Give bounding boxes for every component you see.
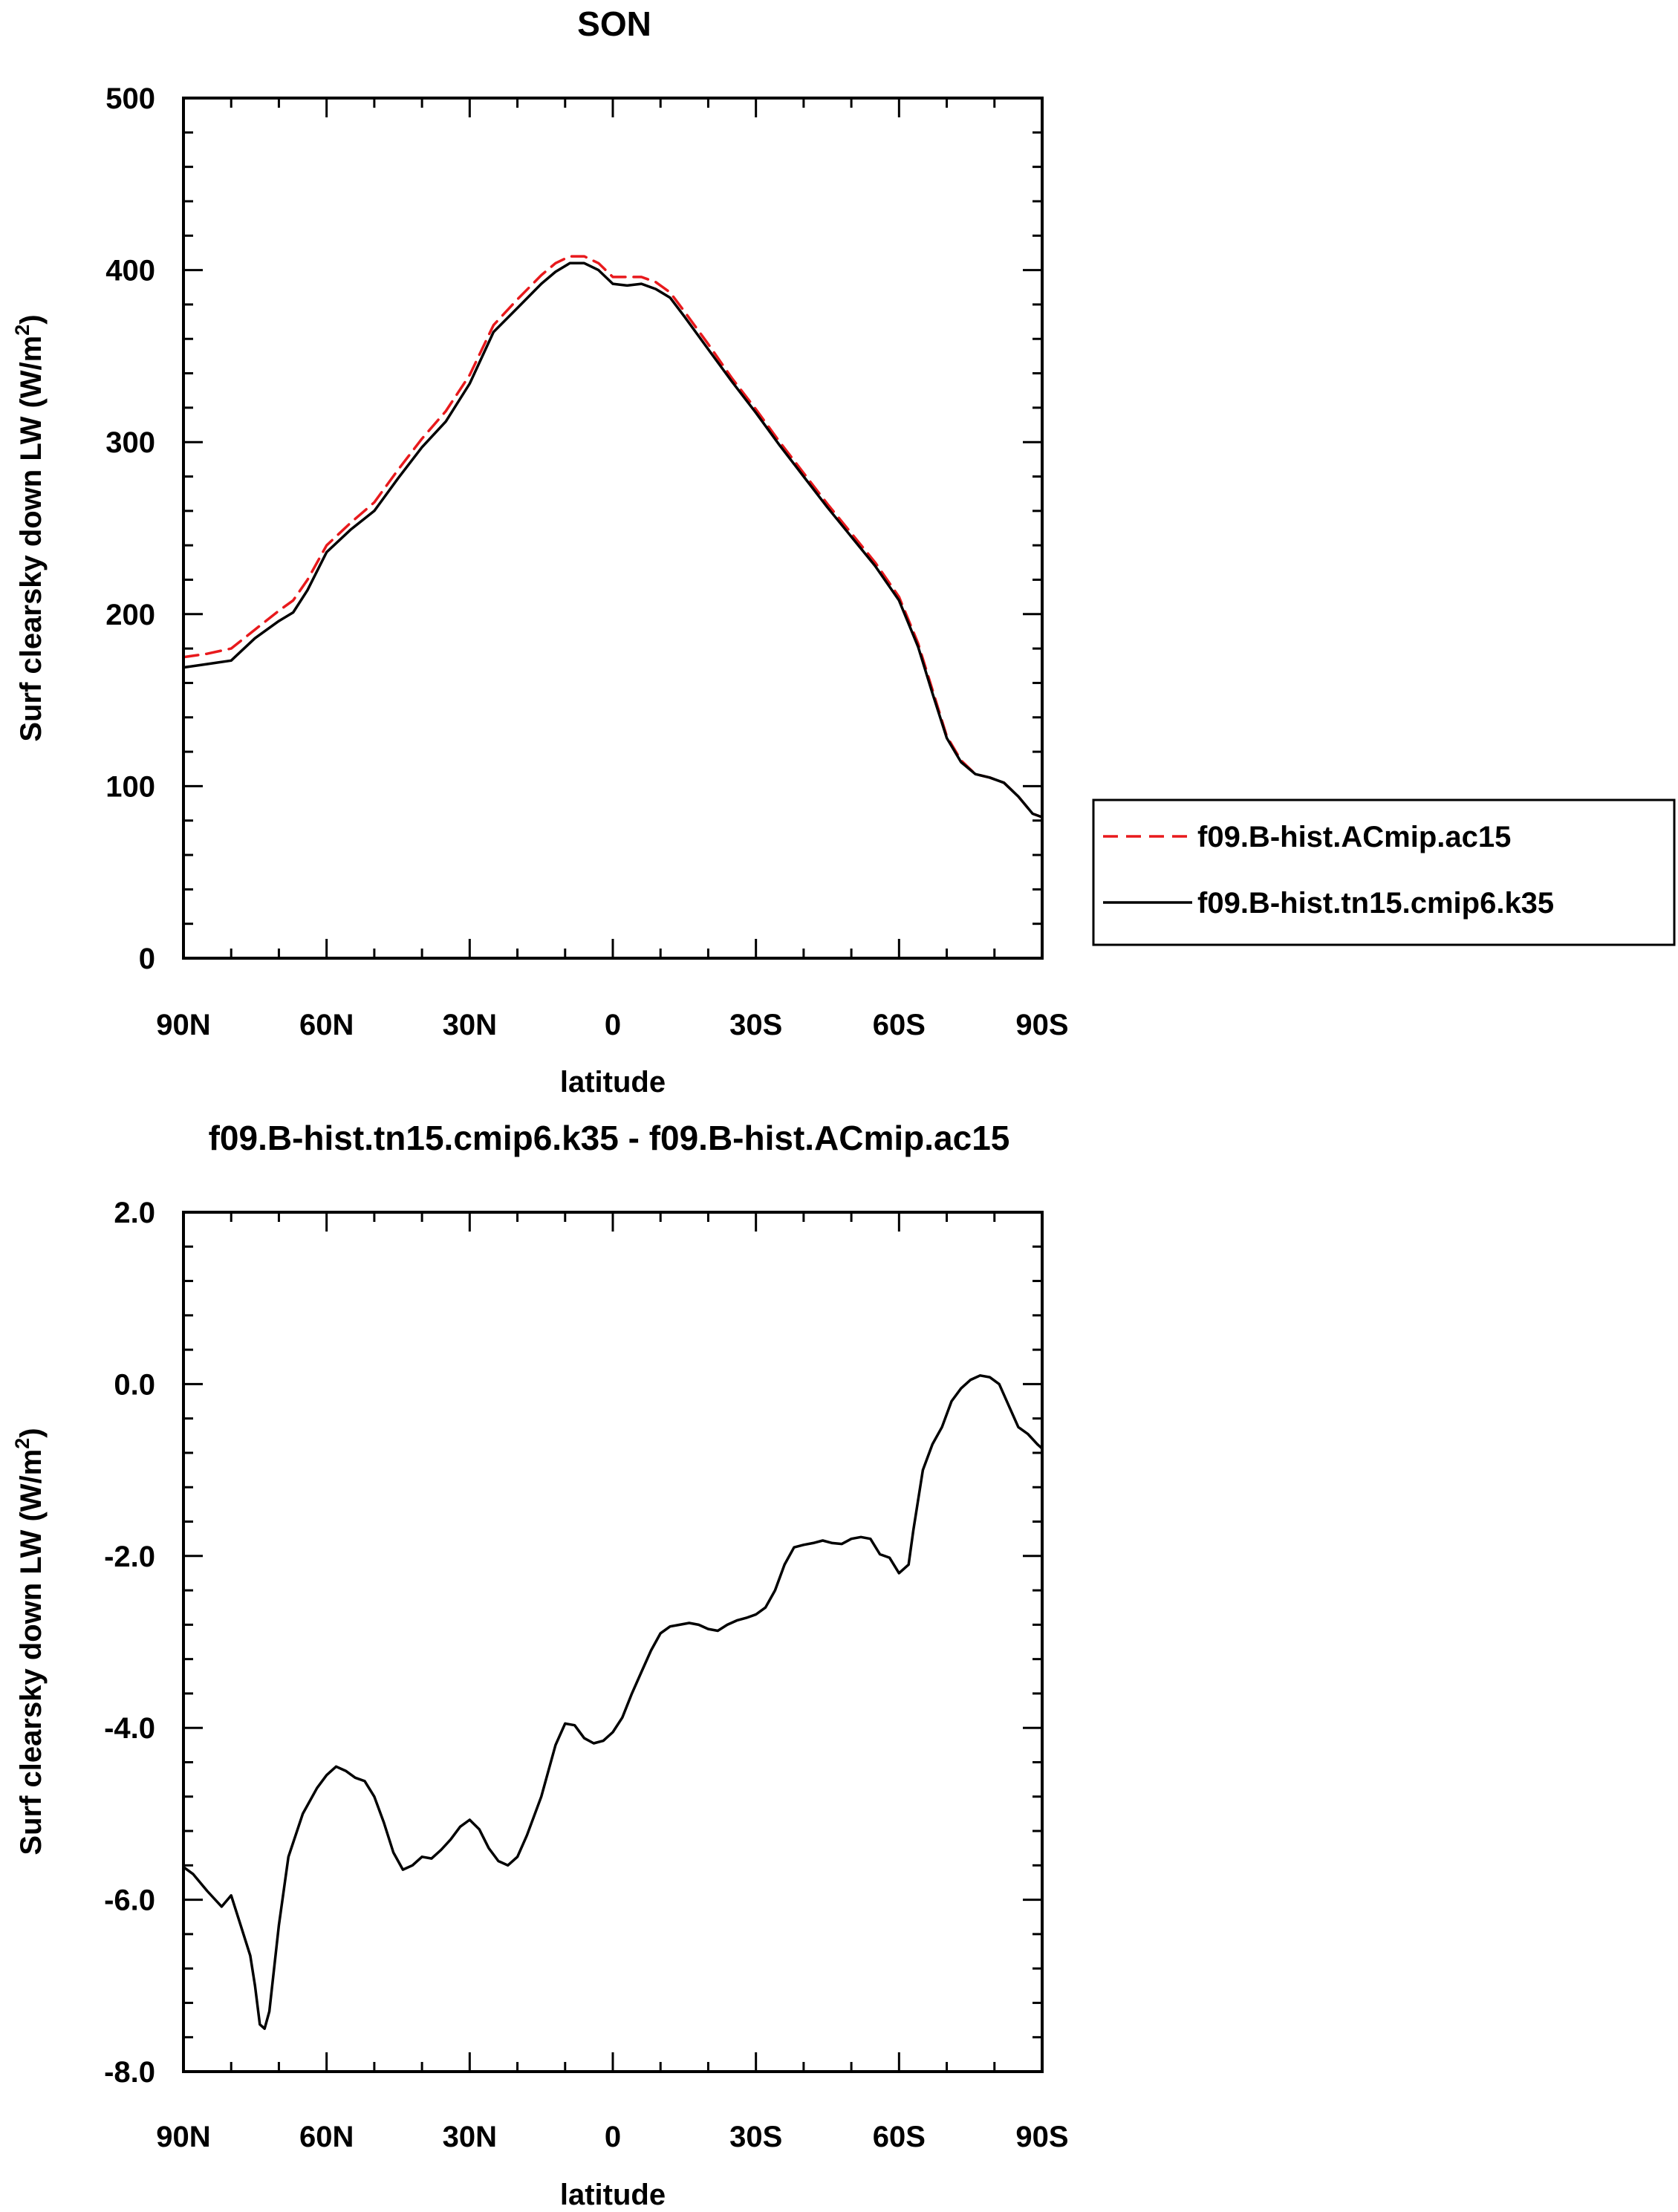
top-y-axis-label-close: ): [15, 314, 48, 324]
bottom-x-tick-label: 90N: [156, 2121, 210, 2153]
bottom-x-axis-label: latitude: [560, 2179, 666, 2211]
top-plot-frame: [182, 97, 1044, 960]
top-axis-ticks: [182, 97, 1044, 960]
top-x-tick-label: 0: [605, 1009, 621, 1041]
bottom-series-group: [182, 1374, 1044, 2030]
bottom-y-tick-label: 0.0: [114, 1368, 155, 1401]
top-chart-panel: SON 90N 60N 30N 0 30S 60S 90S 0 100 200 300 400 500…: [11, 4, 1676, 1099]
top-x-axis-label: latitude: [560, 1066, 666, 1099]
bottom-x-tick-label: 60N: [299, 2121, 354, 2153]
bottom-x-tick-label: 90S: [1015, 2121, 1068, 2153]
top-series-group: [182, 255, 1044, 819]
top-y-axis-label-main: Surf clearsky down LW (W/m: [15, 336, 48, 742]
bottom-y-axis-label-sup: 2: [11, 1438, 33, 1449]
bottom-x-tick-label: 30S: [729, 2121, 782, 2153]
top-x-tick-label: 30S: [729, 1009, 782, 1041]
top-x-tick-labels: 90N 60N 30N 0 30S 60S 90S: [156, 1009, 1068, 1041]
legend-box: [1092, 798, 1676, 946]
bottom-chart-title: f09.B-hist.tn15.cmip6.k35 - f09.B-hist.A…: [209, 1119, 1010, 1157]
bottom-y-tick-label: -8.0: [104, 2056, 155, 2089]
bottom-y-tick-label: -2.0: [104, 1541, 155, 1573]
top-series-line-1: [182, 261, 1044, 819]
bottom-plot-frame: [182, 1211, 1044, 2073]
legend-label-ACmip: f09.B-hist.ACmip.ac15: [1197, 821, 1511, 853]
top-x-tick-label: 60S: [873, 1009, 926, 1041]
top-x-tick-label: 30N: [443, 1009, 497, 1041]
bottom-x-tick-labels: 90N 60N 30N 0 30S 60S 90S: [156, 2121, 1068, 2153]
legend-label-tn15: f09.B-hist.tn15.cmip6.k35: [1197, 887, 1554, 920]
bottom-y-axis-label-close: ): [15, 1428, 48, 1437]
bottom-x-tick-label: 0: [605, 2121, 621, 2153]
top-y-tick-label: 0: [139, 943, 155, 975]
bottom-y-axis-label-main: Surf clearsky down LW (W/m: [15, 1449, 48, 1855]
bottom-y-tick-label: 2.0: [114, 1197, 155, 1229]
top-y-tick-labels: 0 100 200 300 400 500: [105, 82, 155, 975]
top-y-tick-label: 100: [105, 770, 155, 803]
top-x-tick-label: 90N: [156, 1009, 210, 1041]
top-y-tick-label: 500: [105, 82, 155, 115]
bottom-chart-panel: f09.B-hist.tn15.cmip6.k35 - f09.B-hist.A…: [11, 1119, 1069, 2211]
top-y-tick-label: 400: [105, 255, 155, 287]
bottom-x-tick-label: 30N: [443, 2121, 497, 2153]
bottom-x-tick-label: 60S: [873, 2121, 926, 2153]
bottom-y-tick-label: -4.0: [104, 1712, 155, 1745]
bottom-series-line-0: [182, 1374, 1044, 2030]
top-y-tick-label: 300: [105, 426, 155, 459]
top-y-axis-label: Surf clearsky down LW (W/m2): [11, 314, 48, 741]
bottom-y-axis-label: Surf clearsky down LW (W/m2): [11, 1428, 48, 1855]
top-x-tick-label: 90S: [1015, 1009, 1068, 1041]
top-y-axis-label-sup: 2: [11, 325, 33, 336]
top-chart-title: SON: [577, 4, 651, 43]
bottom-y-tick-labels: -8.0 -6.0 -4.0 -2.0 0.0 2.0: [104, 1197, 155, 2089]
top-x-tick-label: 60N: [299, 1009, 354, 1041]
legend: f09.B-hist.ACmip.ac15 f09.B-hist.tn15.cm…: [1092, 798, 1676, 946]
top-y-tick-label: 200: [105, 599, 155, 631]
bottom-y-tick-label: -6.0: [104, 1884, 155, 1917]
